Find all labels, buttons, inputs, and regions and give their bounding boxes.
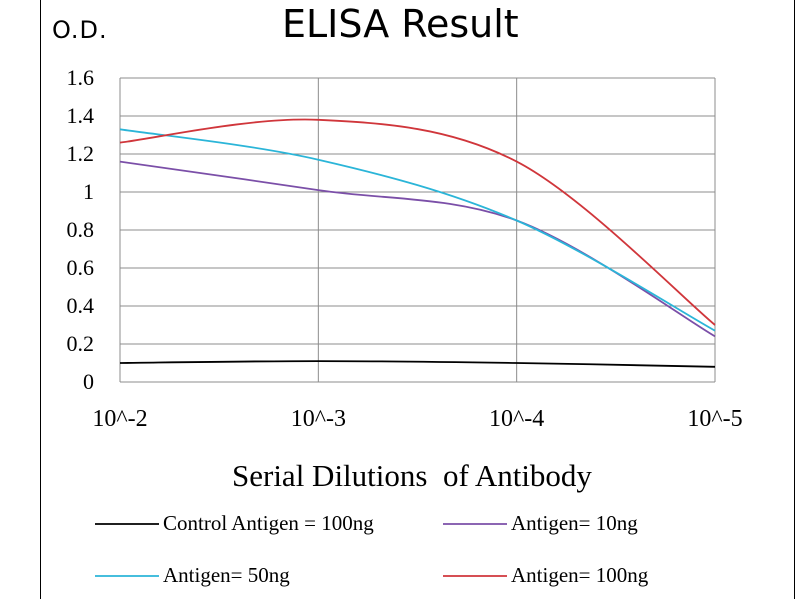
y-tick-label: 1	[83, 179, 94, 204]
x-tick-label: 10^-4	[489, 406, 544, 432]
series-line-3	[119, 118, 716, 326]
x-tick-label: 10^-2	[92, 406, 147, 432]
series-line-2	[119, 128, 716, 332]
x-tick-labels: 10^-2 10^-3 10^-4 10^-5	[92, 406, 742, 432]
chart-title: ELISA Result	[282, 2, 519, 46]
series-line-0	[119, 360, 716, 368]
y-tick-label: 0.6	[67, 255, 95, 280]
x-tick-label: 10^-3	[291, 406, 346, 432]
y-tick-label: 0.4	[67, 293, 95, 318]
y-tick-labels: 0 0.2 0.4 0.6 0.8 1 1.2 1.4 1.6	[67, 65, 95, 394]
y-axis-label: O.D.	[52, 16, 108, 44]
y-tick-label: 1.6	[67, 65, 95, 90]
series-line-1	[119, 160, 716, 338]
y-tick-label: 0	[83, 369, 94, 394]
series-lines	[119, 118, 716, 368]
legend: Control Antigen = 100ng Antigen= 10ng Anti…	[95, 511, 649, 587]
legend-label: Antigen= 10ng	[511, 511, 638, 535]
y-tick-label: 1.4	[67, 103, 95, 128]
legend-label: Antigen= 100ng	[511, 563, 649, 587]
grid-lines	[119, 77, 716, 383]
y-tick-label: 0.8	[67, 217, 95, 242]
x-tick-label: 10^-5	[687, 406, 742, 432]
y-tick-label: 0.2	[67, 331, 95, 356]
legend-label: Control Antigen = 100ng	[163, 511, 374, 535]
legend-label: Antigen= 50ng	[163, 563, 290, 587]
x-axis-label: Serial Dilutions of Antibody	[232, 458, 592, 493]
y-tick-label: 1.2	[67, 141, 95, 166]
chart-frame	[40, 0, 795, 599]
